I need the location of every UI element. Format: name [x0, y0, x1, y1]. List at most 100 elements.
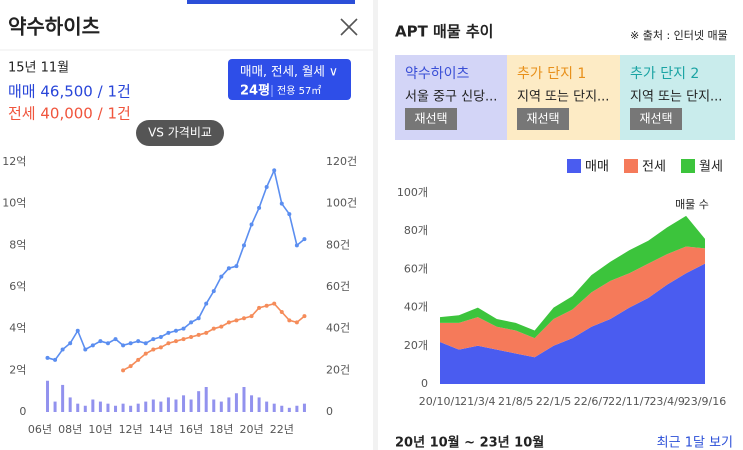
volume-bar	[212, 399, 216, 412]
volume-bar	[136, 403, 140, 412]
price-point	[241, 316, 246, 321]
volume-bar	[76, 403, 80, 412]
complex-card[interactable]: 추가 단지 2 지역 또는 단지... 재선택	[620, 55, 735, 140]
volume-bar	[53, 401, 57, 412]
price-point	[143, 351, 148, 356]
y-tick-label: 10억	[2, 197, 26, 210]
price-point	[173, 328, 178, 333]
price-point	[196, 332, 201, 337]
y-tick-label: 0	[19, 405, 26, 418]
price-point	[302, 314, 307, 319]
period-label: 20년 10월 ~ 23년 10월	[395, 435, 544, 450]
x-tick-label: 10년	[88, 423, 112, 436]
x-tick-label: 16년	[179, 423, 203, 436]
price-point	[249, 222, 254, 227]
price-point	[113, 337, 118, 342]
price-point	[181, 326, 186, 331]
x-tick-label: 20/10/1	[419, 395, 461, 408]
price-point	[287, 212, 292, 217]
price-point	[279, 310, 284, 314]
price-point	[279, 201, 284, 206]
price-point	[53, 357, 58, 362]
panel-divider	[373, 0, 378, 450]
card-title: 추가 단지 1	[517, 66, 586, 82]
x-tick-label: 22/1/5	[536, 395, 571, 408]
y-tick-label: 20개	[404, 339, 428, 352]
price-point	[302, 237, 307, 242]
complex-card[interactable]: 추가 단지 1 지역 또는 단지... 재선택	[507, 55, 620, 140]
volume-bar	[91, 399, 95, 412]
y-tick-label: 0	[421, 377, 428, 390]
price-point	[90, 343, 95, 348]
volume-bar	[219, 401, 223, 412]
y-tick-label: 6억	[9, 280, 26, 293]
compare-button[interactable]: VS 가격비교	[136, 120, 224, 146]
volume-bar	[227, 397, 231, 412]
close-button[interactable]	[340, 18, 358, 36]
price-point	[211, 326, 216, 331]
x-tick-label: 20년	[239, 423, 263, 436]
price-point	[151, 337, 156, 342]
stack-area	[440, 263, 705, 384]
y-tick-label: 60개	[404, 262, 428, 275]
volume-bar	[242, 387, 246, 412]
price-point	[75, 328, 80, 333]
x-tick-label: 22년	[270, 423, 294, 436]
reselect-label: 재선택	[526, 112, 559, 126]
price-point	[83, 347, 88, 352]
price-point	[98, 339, 103, 344]
card-desc: 지역 또는 단지...	[630, 90, 722, 105]
price-point	[226, 320, 231, 325]
annotation: 매물 수	[675, 198, 709, 211]
price-point	[45, 355, 50, 360]
price-point	[272, 301, 277, 306]
stack-area	[440, 215, 705, 339]
complex-card[interactable]: 약수하이츠 서울 중구 신당... 재선택	[395, 55, 507, 140]
filter-button[interactable]: 매매, 전세, 월세 ∨ 24평 전용 57㎡	[228, 59, 351, 100]
source-note: ※ 출처 : 인터넷 매물	[630, 29, 728, 42]
area-label: 전용 57㎡	[277, 85, 321, 97]
volume-bar	[204, 387, 208, 412]
x-tick-label: 23/4/9	[649, 395, 684, 408]
price-point	[257, 205, 262, 210]
card-desc: 서울 중구 신당...	[405, 90, 497, 105]
x-tick-label: 18년	[209, 423, 233, 436]
volume-bar	[174, 399, 178, 412]
price-point	[158, 335, 163, 339]
price-point	[181, 337, 186, 342]
size-label: 24평	[240, 83, 270, 99]
price-point	[287, 318, 292, 323]
legend-swatch	[681, 159, 695, 173]
volume-bar	[121, 403, 125, 412]
card-desc: 지역 또는 단지...	[517, 90, 609, 105]
volume-bar	[68, 397, 72, 412]
price-point	[68, 341, 73, 346]
volume-bar	[159, 401, 163, 412]
volume-bar	[106, 403, 110, 412]
y-tick-label: 80개	[404, 224, 428, 237]
volume-bar	[98, 401, 102, 412]
price-line	[122, 302, 305, 372]
x-tick-label: 23/9/16	[684, 395, 726, 408]
recent-link[interactable]: 최근 1달 보기	[657, 436, 733, 450]
price-point	[158, 345, 163, 350]
price-point	[264, 303, 269, 308]
legend-swatch	[624, 159, 638, 173]
price-point	[143, 341, 148, 346]
y2-tick-label: 40건	[326, 322, 350, 335]
price-point	[173, 339, 178, 344]
price-point	[219, 324, 224, 329]
reselect-label: 재선택	[639, 112, 672, 126]
volume-bar	[302, 403, 306, 412]
price-point	[151, 347, 156, 352]
volume-bar	[166, 397, 170, 412]
legend-label: 전세	[642, 160, 666, 175]
y-tick-label: 8억	[9, 238, 26, 251]
price-point	[249, 314, 254, 319]
trend-title: APT 매물 추이	[395, 23, 493, 41]
price-point	[121, 343, 126, 348]
price-point	[60, 347, 65, 352]
price-point	[128, 364, 133, 369]
complex-title: 약수하이츠	[8, 15, 100, 39]
